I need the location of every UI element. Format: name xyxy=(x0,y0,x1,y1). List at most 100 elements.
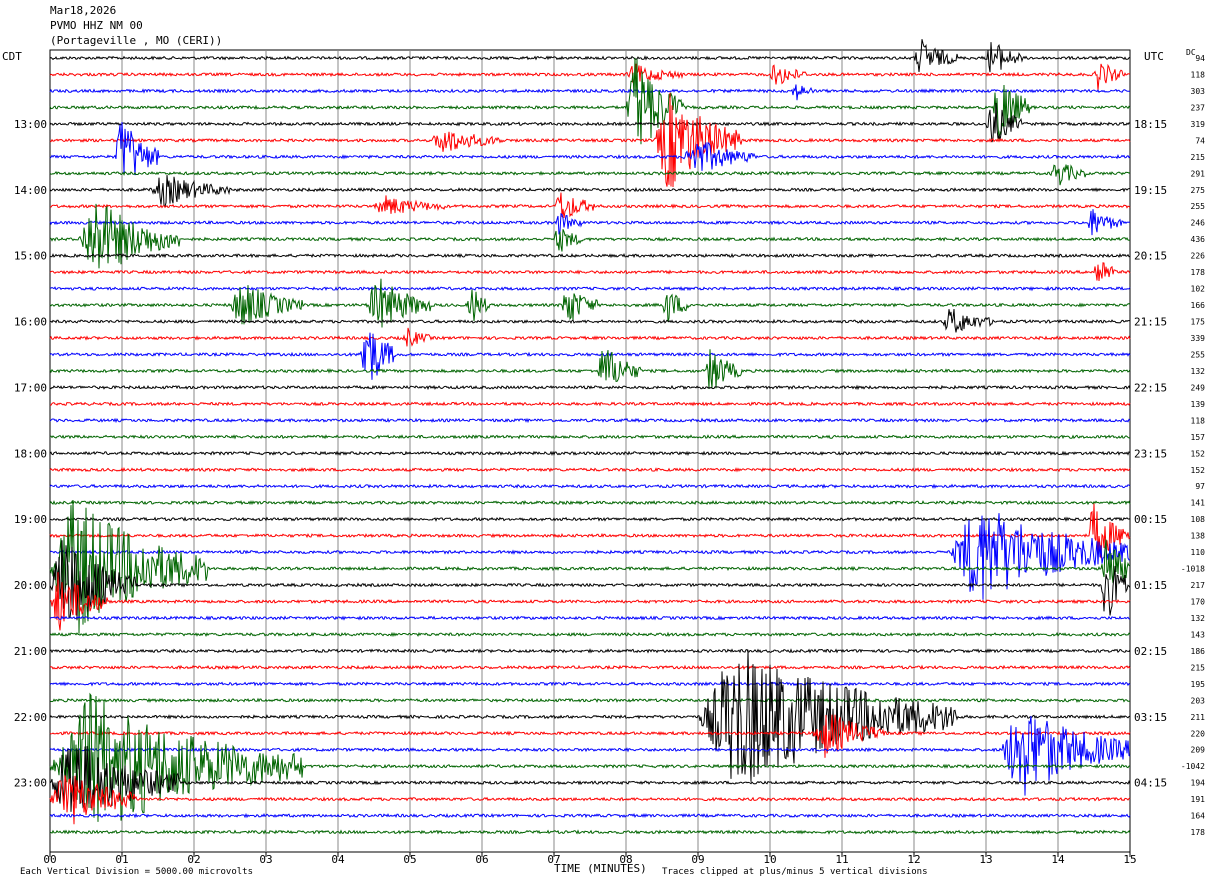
x-tick-label: 08 xyxy=(619,853,632,866)
seismic-trace xyxy=(49,84,1131,101)
dc-offset-value: 209 xyxy=(1191,746,1206,755)
seismic-trace xyxy=(49,121,1131,176)
seismic-trace xyxy=(49,209,1131,236)
left-time-label: 22:00 xyxy=(14,711,47,724)
dc-offset-value: 157 xyxy=(1191,433,1206,442)
seismic-trace xyxy=(49,278,1131,328)
dc-offset-value: 152 xyxy=(1191,466,1206,475)
dc-offset-value: 246 xyxy=(1191,219,1206,228)
seismic-trace xyxy=(49,57,1131,145)
station-location: (Portageville , MO (CERI)) xyxy=(50,34,223,47)
scale-note: Each Vertical Division = 5000.00 microvo… xyxy=(20,867,253,877)
dc-offset-value: 195 xyxy=(1191,680,1206,689)
dc-offset-value: 339 xyxy=(1191,334,1206,343)
dc-offset-value: 141 xyxy=(1191,499,1206,508)
seismic-trace xyxy=(49,812,1131,819)
clip-note: Traces clipped at plus/minus 5 vertical … xyxy=(662,867,928,877)
seismic-trace xyxy=(49,615,1131,621)
dc-offset-value: 255 xyxy=(1191,350,1206,359)
right-time-label: 19:15 xyxy=(1134,184,1167,197)
right-time-label: 02:15 xyxy=(1134,645,1167,658)
seismic-trace xyxy=(49,327,1131,347)
dc-offset-value: 108 xyxy=(1191,515,1206,524)
seismic-trace xyxy=(49,829,1131,835)
left-time-label: 21:00 xyxy=(14,645,47,658)
x-tick-label: 07 xyxy=(547,853,560,866)
dc-offset-value: 191 xyxy=(1191,795,1206,804)
dc-offset-value: 249 xyxy=(1191,383,1206,392)
seismic-trace xyxy=(49,540,1131,621)
plot-date: Mar18,2026 xyxy=(50,4,117,17)
x-tick-label: 01 xyxy=(115,853,128,866)
x-tick-label: 10 xyxy=(763,853,776,866)
x-tick-label: 02 xyxy=(187,853,200,866)
right-time-label: 04:15 xyxy=(1134,777,1167,790)
x-tick-label: 05 xyxy=(403,853,416,866)
seismic-trace xyxy=(50,252,1131,259)
seismic-trace xyxy=(49,262,1131,282)
dc-offset-value: 102 xyxy=(1191,285,1206,294)
seismic-trace xyxy=(49,203,1131,269)
x-tick-label: 09 xyxy=(691,853,704,866)
dc-offset-value: 186 xyxy=(1191,647,1206,656)
dc-offset-value: 166 xyxy=(1191,301,1206,310)
dc-offset-value: -1018 xyxy=(1181,565,1205,574)
seismic-trace xyxy=(49,513,1131,600)
x-tick-label: 00 xyxy=(43,853,56,866)
seismic-trace xyxy=(49,714,1131,758)
right-time-label: 00:15 xyxy=(1134,513,1167,526)
dc-offset-value: -1042 xyxy=(1181,762,1205,771)
x-tick-label: 06 xyxy=(475,853,488,866)
seismic-trace xyxy=(49,349,1131,390)
seismic-trace xyxy=(49,649,1131,782)
seismic-trace xyxy=(49,503,1131,559)
seismic-trace xyxy=(49,775,1131,825)
seismic-trace xyxy=(49,285,1131,292)
seismic-trace xyxy=(49,648,1131,654)
seismic-trace xyxy=(49,417,1131,424)
dc-offset-value: 215 xyxy=(1191,663,1206,672)
dc-offset-value: 170 xyxy=(1191,598,1206,607)
seismic-trace xyxy=(49,175,1130,208)
dc-offset-value: 275 xyxy=(1191,186,1206,195)
dc-offset-value: 217 xyxy=(1191,581,1206,590)
seismic-trace xyxy=(49,434,1131,440)
seismic-trace xyxy=(49,499,1131,506)
dc-offset-value: 110 xyxy=(1191,548,1206,557)
seismic-trace xyxy=(49,192,1131,219)
dc-offset-value: 211 xyxy=(1191,713,1206,722)
left-time-label: 13:00 xyxy=(14,118,47,131)
seismic-trace xyxy=(49,63,1131,91)
dc-offset-value: 226 xyxy=(1191,252,1206,261)
dc-offset-value: 215 xyxy=(1191,153,1206,162)
dc-offset-value: 94 xyxy=(1195,54,1205,63)
x-axis-title: TIME (MINUTES) xyxy=(554,862,647,875)
seismic-trace xyxy=(49,102,1131,143)
left-timezone-label: CDT xyxy=(2,50,22,63)
seismic-trace xyxy=(49,572,1131,631)
dc-offset-value: 178 xyxy=(1191,828,1206,837)
x-tick-label: 15 xyxy=(1123,853,1136,866)
dc-offset-value: 220 xyxy=(1191,729,1206,738)
seismic-trace xyxy=(49,483,1131,489)
dc-offset-value: 203 xyxy=(1191,696,1206,705)
dc-offset-value: 118 xyxy=(1191,416,1206,425)
left-time-label: 23:00 xyxy=(14,777,47,790)
dc-offset-value: 194 xyxy=(1191,779,1206,788)
right-time-label: 21:15 xyxy=(1134,316,1167,329)
dc-offset-value: 303 xyxy=(1191,87,1206,96)
x-tick-label: 11 xyxy=(835,853,848,866)
left-time-label: 18:00 xyxy=(14,447,47,460)
right-time-label: 22:15 xyxy=(1134,381,1167,394)
right-timezone-label: UTC xyxy=(1144,50,1164,63)
left-time-label: 20:00 xyxy=(14,579,47,592)
seismic-trace xyxy=(49,681,1131,687)
seismic-trace xyxy=(49,308,1131,333)
left-time-label: 16:00 xyxy=(14,316,47,329)
seismic-trace xyxy=(49,450,1131,457)
dc-offset-value: 436 xyxy=(1191,235,1206,244)
seismic-trace xyxy=(49,697,1131,704)
dc-offset-value: 97 xyxy=(1195,482,1205,491)
dc-offset-value: 118 xyxy=(1191,70,1206,79)
